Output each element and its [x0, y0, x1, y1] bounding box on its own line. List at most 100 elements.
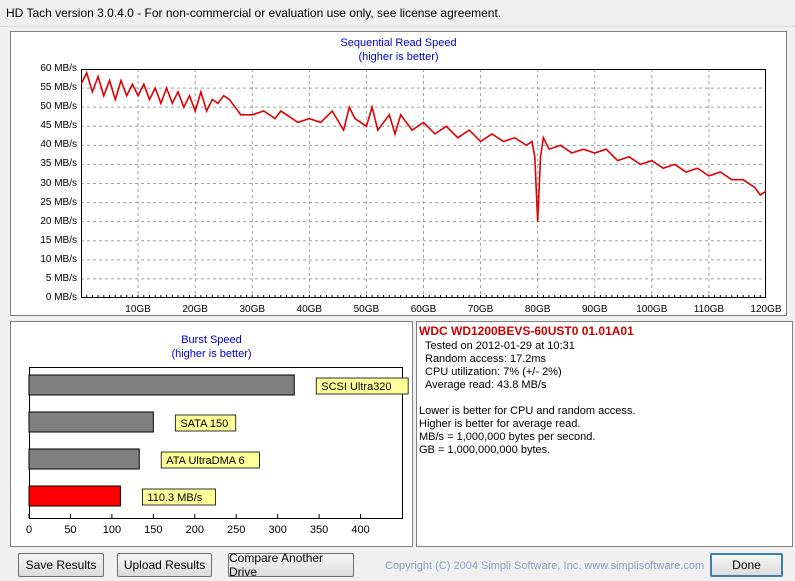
read-speed-point [753, 186, 756, 188]
y-tick-label: 45 MB/s [40, 120, 77, 132]
read-speed-point [742, 179, 744, 181]
read-speed-point [696, 167, 699, 169]
read-speed-point [280, 110, 282, 112]
burst-x-tick-label: 0 [26, 524, 32, 536]
read-speed-point [171, 102, 173, 104]
read-speed-point [514, 137, 516, 139]
burst-bar-label-box [142, 488, 216, 506]
read-speed-point [708, 175, 710, 177]
read-speed-point [97, 76, 99, 78]
save-results-button[interactable]: Save Results [18, 553, 104, 577]
read-speed-point [400, 114, 402, 116]
read-speed-point [559, 144, 562, 146]
plot-border [81, 69, 766, 298]
read-speed-point [377, 129, 379, 131]
sequential-chart-subtitle: (higher is better) [358, 51, 439, 63]
read-speed-point [103, 95, 105, 97]
read-speed-point [143, 83, 145, 85]
read-speed-point [114, 98, 116, 101]
random-access: Random access: 17.2ms [425, 353, 547, 365]
compare-drive-button[interactable]: Compare Another Drive [228, 551, 354, 579]
read-speed-point [217, 102, 219, 104]
burst-chart-subtitle: (higher is better) [171, 348, 252, 360]
average-read: Average read: 43.8 MB/s [425, 379, 547, 391]
read-speed-point [285, 114, 288, 116]
x-tick-label: 40GB [296, 304, 323, 315]
burst-bar [28, 374, 295, 396]
read-speed-point [674, 163, 676, 166]
burst-bar-label: SCSI Ultra320 [321, 381, 391, 393]
burst-bar-label-box [174, 414, 237, 432]
burst-x-tick-label: 200 [186, 524, 204, 536]
burst-x-tick-label: 150 [144, 524, 162, 536]
note-line: Lower is better for CPU and random acces… [419, 405, 636, 417]
read-speed-point [639, 163, 642, 166]
y-tick-label: 15 MB/s [40, 234, 77, 246]
title-bar: HD Tach version 3.0.4.0 - For non-commer… [0, 0, 795, 27]
drive-model: WDC WD1200BEVS-60UST0 01.01A01 [419, 324, 634, 338]
read-speed-point [211, 98, 213, 101]
read-speed-point [542, 137, 544, 139]
x-tick-label: 120GB [750, 304, 782, 315]
x-tick-label: 10GB [125, 304, 151, 315]
read-speed-point [308, 118, 310, 120]
read-speed-line [81, 70, 766, 222]
y-tick-label: 5 MB/s [45, 272, 77, 284]
read-speed-point [525, 144, 527, 146]
y-tick-label: 0 MB/s [45, 292, 77, 303]
read-speed-point [411, 129, 413, 131]
read-speed-point [457, 137, 459, 139]
read-speed-point [534, 156, 536, 158]
read-speed-point [628, 156, 630, 158]
read-speed-point [228, 98, 231, 101]
x-tick-label: 80GB [524, 304, 551, 315]
read-speed-point [354, 118, 356, 120]
burst-x-tick-label: 400 [351, 524, 369, 536]
burst-x-tick-label: 100 [103, 524, 121, 536]
read-speed-point [731, 179, 733, 181]
read-speed-point [263, 110, 265, 112]
burst-bar-label: SATA 150 [180, 418, 228, 430]
read-speed-point [188, 95, 191, 97]
read-speed-point [537, 221, 539, 223]
tested-date: Tested on 2012-01-29 at 10:31 [425, 340, 575, 352]
burst-bar [28, 411, 154, 433]
read-speed-point [200, 91, 202, 93]
x-tick-label: 30GB [239, 304, 266, 315]
read-speed-point [297, 121, 299, 124]
burst-chart-title: Burst Speed [181, 334, 242, 346]
sequential-read-chart: Sequential Read Speed (higher is better)… [10, 31, 787, 316]
y-tick-label: 10 MB/s [40, 253, 77, 265]
read-speed-point [371, 106, 373, 108]
y-tick-label: 25 MB/s [40, 196, 77, 208]
read-speed-point [594, 152, 596, 154]
read-speed-point [223, 95, 225, 97]
x-tick-label: 90GB [581, 304, 608, 315]
read-speed-point [251, 114, 253, 116]
read-speed-point [137, 95, 139, 97]
read-speed-point [582, 148, 584, 150]
read-speed-point [445, 125, 447, 127]
burst-bar-label-box [315, 377, 409, 395]
burst-bar-label: 110.3 MB/s [147, 492, 202, 504]
burst-bar-label-box [160, 451, 260, 469]
read-speed-point [91, 91, 94, 93]
burst-bar [28, 485, 121, 507]
read-speed-point [166, 87, 168, 89]
x-tick-label: 60GB [410, 304, 437, 315]
read-speed-point [160, 102, 162, 104]
y-tick-label: 50 MB/s [40, 101, 77, 113]
burst-x-tick-label: 50 [64, 524, 76, 536]
burst-bar-label: ATA UltraDMA 6 [166, 455, 244, 467]
x-tick-label: 100GB [636, 304, 668, 315]
read-speed-point [183, 106, 185, 108]
done-button[interactable]: Done [710, 553, 783, 577]
read-speed-point [759, 194, 761, 196]
read-speed-point [539, 156, 542, 158]
read-speed-point [177, 91, 179, 93]
read-speed-point [662, 167, 664, 169]
read-speed-point [240, 114, 242, 116]
read-speed-point [131, 83, 133, 85]
upload-results-button[interactable]: Upload Results [117, 553, 212, 577]
x-tick-label: 20GB [182, 304, 208, 315]
